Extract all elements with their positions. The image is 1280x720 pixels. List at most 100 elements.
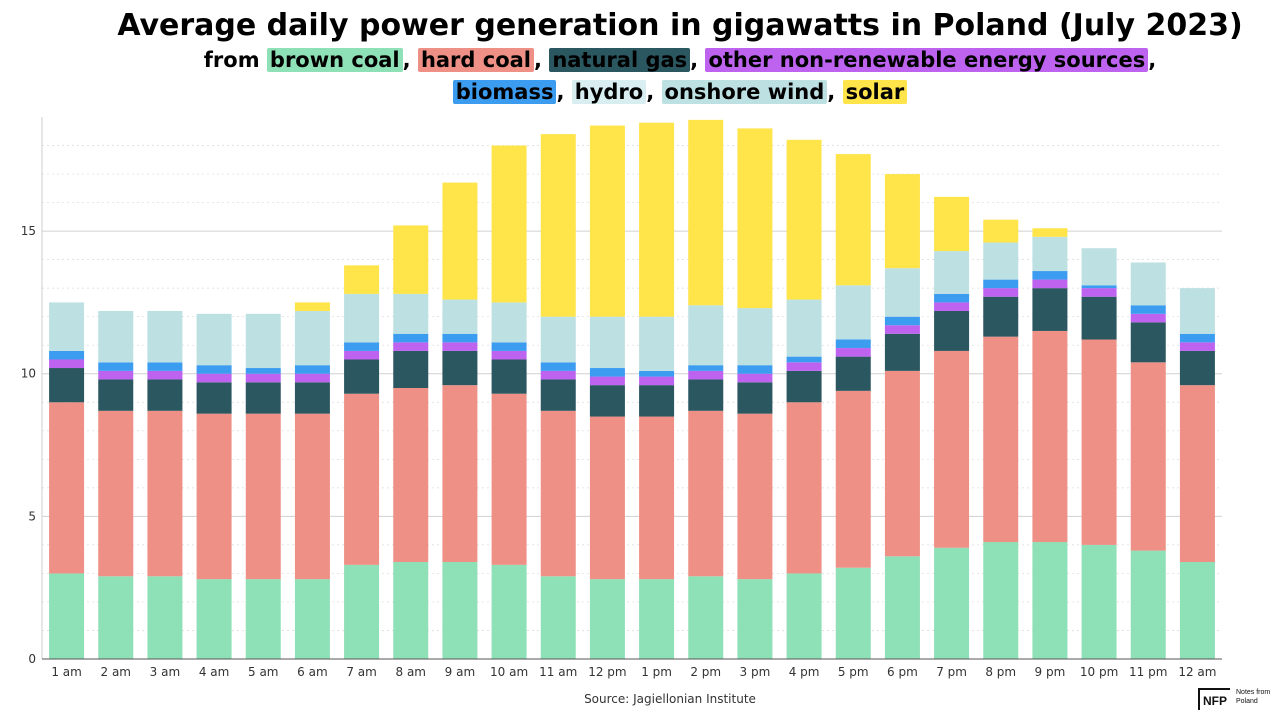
- bar-segment-solar: [688, 119, 724, 306]
- y-tick-label: 10: [21, 367, 36, 381]
- notes-from-poland-logo: NFP Notes from Poland: [1198, 686, 1278, 716]
- bar-segment-biomass: [589, 368, 625, 377]
- x-tick-label: 8 am: [396, 665, 427, 679]
- bar-segment-hard-coal: [983, 336, 1019, 543]
- bar-segment-other-non-renewable-energy-sources: [344, 350, 380, 360]
- bar-segment-hard-coal: [688, 410, 724, 577]
- bar-segment-natural-gas: [1032, 288, 1068, 331]
- bar-segment-solar: [393, 225, 429, 294]
- bar-segment-other-non-renewable-energy-sources: [589, 376, 625, 386]
- x-tick-label: 1 pm: [641, 665, 672, 679]
- bar-segment-brown-coal: [1179, 562, 1215, 659]
- bar-segment-onshore-wind: [884, 268, 920, 317]
- bar-segment-hard-coal: [245, 413, 281, 580]
- bar-segment-biomass: [983, 279, 1019, 289]
- bar-segment-solar: [344, 265, 380, 294]
- bar-segment-brown-coal: [491, 564, 527, 659]
- bar-segment-biomass: [688, 365, 724, 371]
- x-tick-label: 9 am: [445, 665, 476, 679]
- bar-segment-hard-coal: [540, 410, 576, 577]
- bar-segment-biomass: [49, 350, 85, 360]
- bar-segment-other-non-renewable-energy-sources: [688, 370, 724, 380]
- bar-segment-biomass: [1130, 305, 1166, 314]
- bar-segment-hard-coal: [589, 416, 625, 580]
- x-tick-label: 3 pm: [740, 665, 771, 679]
- x-tick-label: 10 pm: [1080, 665, 1118, 679]
- legend-brown-coal: brown coal: [266, 48, 403, 72]
- bar-segment-biomass: [393, 333, 429, 343]
- bar-segment-brown-coal: [147, 576, 183, 659]
- bar-segment-other-non-renewable-energy-sources: [245, 373, 281, 383]
- bar-segment-other-non-renewable-energy-sources: [786, 362, 822, 371]
- y-tick-label: 15: [21, 224, 36, 238]
- bar-segment-other-non-renewable-energy-sources: [1032, 279, 1068, 289]
- bar-segment-natural-gas: [835, 356, 871, 391]
- source-note: Source: Jagiellonian Institute: [584, 692, 756, 706]
- bar-segment-other-non-renewable-energy-sources: [393, 342, 429, 351]
- legend-solar: solar: [842, 80, 908, 104]
- bar-segment-biomass: [639, 370, 675, 377]
- legend-hydro: hydro: [571, 80, 647, 104]
- bar-segment-biomass: [344, 342, 380, 351]
- chart-title: Average daily power generation in gigawa…: [117, 8, 1243, 43]
- x-tick-label: 11 pm: [1129, 665, 1167, 679]
- bar-segment-brown-coal: [1081, 544, 1117, 659]
- bar-segment-hard-coal: [1130, 362, 1166, 551]
- bar-segment-biomass: [884, 316, 920, 326]
- bar-segment-onshore-wind: [786, 299, 822, 357]
- bar-segment-solar: [540, 134, 576, 317]
- x-tick-label: 7 pm: [936, 665, 967, 679]
- bar-segment-onshore-wind: [147, 310, 183, 363]
- bar-segment-hard-coal: [491, 393, 527, 565]
- bar-segment-other-non-renewable-energy-sources: [983, 288, 1019, 297]
- legend-biomass: biomass: [452, 80, 557, 104]
- bar-segment-onshore-wind: [49, 302, 85, 351]
- bar-segment-onshore-wind: [639, 316, 675, 371]
- bar-segment-other-non-renewable-energy-sources: [884, 325, 920, 334]
- bar-segment-onshore-wind: [1130, 262, 1166, 306]
- bar-segment-natural-gas: [245, 382, 281, 414]
- bar-segment-other-non-renewable-energy-sources: [442, 342, 478, 351]
- bar-segment-other-non-renewable-energy-sources: [147, 370, 183, 380]
- bar-segment-brown-coal: [98, 576, 134, 659]
- bar-segment-onshore-wind: [540, 316, 576, 363]
- bar-segment-brown-coal: [540, 576, 576, 659]
- bar-segment-hard-coal: [786, 402, 822, 574]
- bar-segment-natural-gas: [344, 359, 380, 394]
- bar-segment-brown-coal: [786, 573, 822, 659]
- x-tick-label: 3 am: [150, 665, 181, 679]
- bar-segment-brown-coal: [1032, 542, 1068, 659]
- x-tick-label: 2 pm: [690, 665, 721, 679]
- x-tick-label: 10 am: [490, 665, 528, 679]
- bar-segment-natural-gas: [98, 379, 134, 411]
- bar-segment-biomass: [196, 365, 232, 374]
- bar-segment-other-non-renewable-energy-sources: [294, 373, 330, 383]
- bar-segment-other-non-renewable-energy-sources: [98, 370, 134, 380]
- bar-segment-hard-coal: [294, 413, 330, 580]
- y-tick-label: 0: [28, 652, 36, 666]
- x-tick-label: 2 am: [101, 665, 132, 679]
- bar-segment-natural-gas: [983, 296, 1019, 337]
- bar-segment-onshore-wind: [491, 302, 527, 343]
- bar-segment-natural-gas: [442, 350, 478, 386]
- bar-segment-biomass: [540, 362, 576, 371]
- logo-text: Notes from Poland: [1236, 689, 1271, 705]
- chart-subtitle-line-2: biomass, hydro, onshore wind, solar: [0, 80, 1280, 104]
- bar-segment-other-non-renewable-energy-sources: [49, 359, 85, 369]
- bar-segment-onshore-wind: [1032, 236, 1068, 272]
- bar-segment-natural-gas: [540, 379, 576, 411]
- bar-segment-onshore-wind: [98, 310, 134, 363]
- bar-segment-hard-coal: [737, 413, 773, 580]
- bar-segment-other-non-renewable-energy-sources: [835, 348, 871, 357]
- bar-segment-biomass: [737, 365, 773, 374]
- bar-segment-natural-gas: [1081, 296, 1117, 340]
- bar-segment-natural-gas: [491, 359, 527, 394]
- bar-segment-onshore-wind: [688, 305, 724, 366]
- bar-segment-solar: [589, 125, 625, 317]
- bar-segment-hard-coal: [393, 388, 429, 563]
- legend-onshore-wind: onshore wind: [661, 80, 828, 104]
- x-tick-label: 4 pm: [789, 665, 820, 679]
- bar-segment-biomass: [245, 368, 281, 374]
- bar-segment-onshore-wind: [442, 299, 478, 334]
